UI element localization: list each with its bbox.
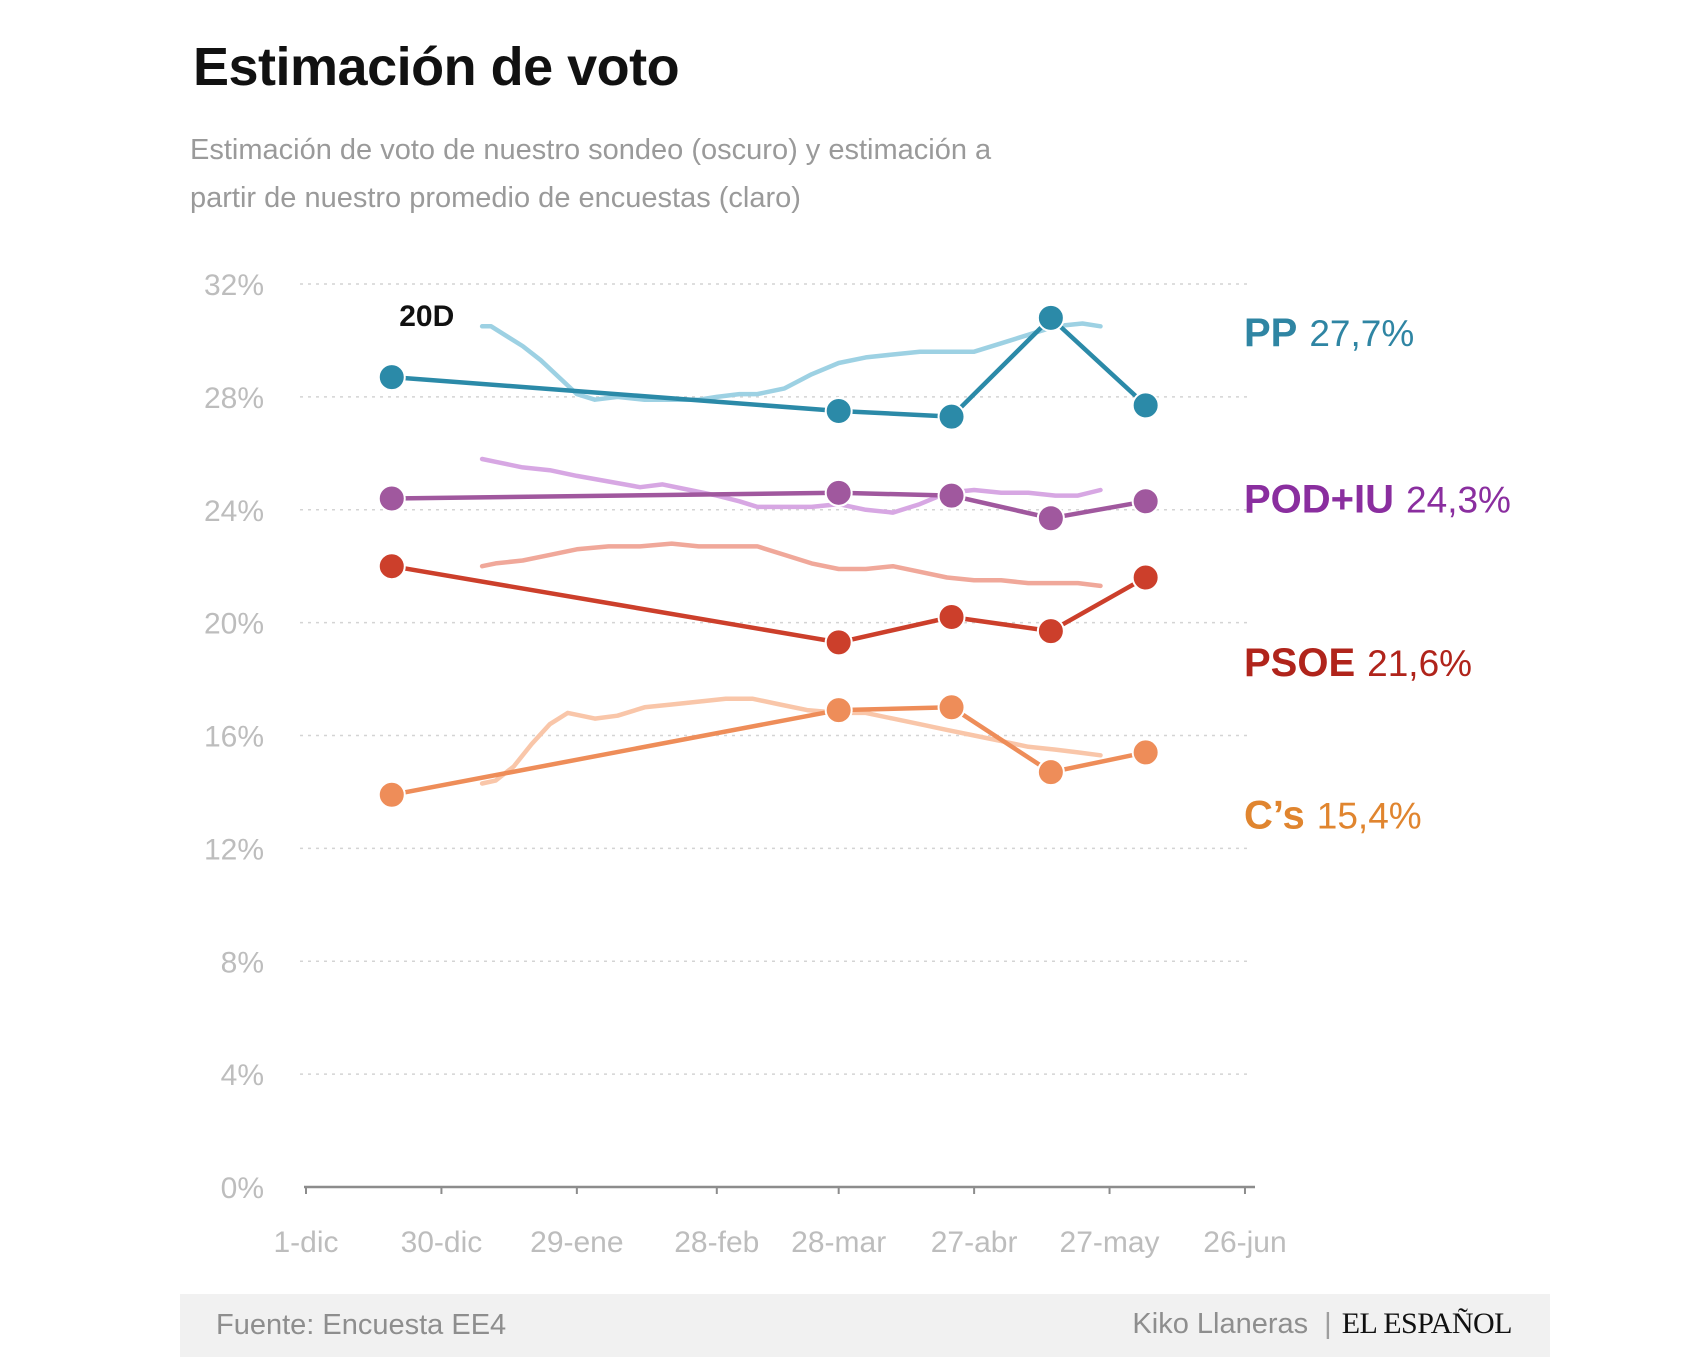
x-tick-label: 26-jun (1203, 1226, 1286, 1259)
series-label: C’s 15,4% (1244, 794, 1422, 838)
survey-point (1036, 504, 1065, 533)
source-credit: Fuente: Encuesta EE4 (216, 1309, 507, 1341)
series-label: POD+IU 24,3% (1244, 477, 1511, 521)
y-tick-label: 28% (204, 382, 264, 415)
survey-point (937, 481, 966, 510)
y-tick-label: 12% (204, 833, 264, 866)
x-tick-label: 28-mar (791, 1226, 886, 1259)
series-value: 15,4% (1317, 796, 1422, 837)
survey-point (1036, 303, 1065, 332)
y-tick-label: 24% (204, 495, 264, 528)
average-line (479, 321, 1103, 402)
survey-point (937, 602, 966, 631)
footer-bar: Fuente: Encuesta EE4 Kiko Llaneras | EL ES… (180, 1294, 1550, 1357)
average-line (479, 456, 1103, 515)
y-tick-label: 4% (221, 1059, 264, 1092)
series-name: PP (1244, 311, 1297, 355)
credit-separator: | (1324, 1308, 1332, 1340)
survey-point (1036, 758, 1065, 787)
survey-point (377, 552, 406, 581)
series-value: 21,6% (1367, 643, 1472, 684)
series-value: 24,3% (1406, 479, 1511, 520)
series-value: 27,7% (1309, 313, 1414, 354)
chart-subtitle: Estimación de voto de nuestro sondeo (os… (190, 126, 1090, 222)
subtitle-line-2: partir de nuestro promedio de encuestas … (190, 182, 801, 214)
average-line (479, 541, 1103, 589)
series-label: PSOE 21,6% (1244, 641, 1472, 685)
survey-line (391, 705, 1147, 798)
x-tick-label: 27-may (1060, 1226, 1160, 1259)
subtitle-line-1: Estimación de voto de nuestro sondeo (os… (190, 134, 992, 166)
survey-point (1131, 563, 1160, 592)
survey-point (1036, 617, 1065, 646)
y-tick-label: 32% (204, 269, 264, 302)
survey-point (824, 478, 853, 507)
series-label: PP 27,7% (1244, 311, 1414, 355)
survey-point (377, 363, 406, 392)
survey-point (937, 693, 966, 722)
annotation-20d: 20D (399, 300, 454, 333)
survey-point (1131, 487, 1160, 516)
y-tick-label: 8% (221, 946, 264, 979)
line-chart: 0% 4% 8% 12% 16% 20% 24% 28% 32% 1-dic 30-dic 29-en… (204, 269, 1511, 1259)
x-tick-label: 28-feb (674, 1226, 759, 1259)
survey-line (391, 563, 1147, 645)
footer-credits: Kiko Llaneras | EL ESPAÑOL (1132, 1307, 1512, 1341)
survey-point (377, 780, 406, 809)
survey-point (824, 628, 853, 657)
y-tick-label: 0% (221, 1172, 264, 1205)
x-tick-label: 29-ene (530, 1226, 623, 1259)
brand-logo: EL ESPAÑOL (1341, 1307, 1513, 1340)
x-tick-label: 1-dic (273, 1226, 338, 1259)
chart-title: Estimación de voto (193, 37, 680, 97)
series-name: POD+IU (1244, 477, 1394, 521)
average-line (479, 696, 1103, 786)
author-credit: Kiko Llaneras (1132, 1308, 1309, 1340)
y-tick-label: 16% (204, 721, 264, 754)
x-tick-label: 30-dic (401, 1226, 483, 1259)
survey-point (1131, 391, 1160, 420)
series-name: C’s (1244, 794, 1305, 838)
x-tick-label: 27-abr (931, 1226, 1018, 1259)
survey-point (824, 696, 853, 725)
survey-point (1131, 738, 1160, 767)
survey-point (937, 402, 966, 431)
survey-point (377, 484, 406, 513)
series-name: PSOE (1244, 641, 1355, 685)
y-tick-label: 20% (204, 608, 264, 641)
survey-point (824, 396, 853, 425)
